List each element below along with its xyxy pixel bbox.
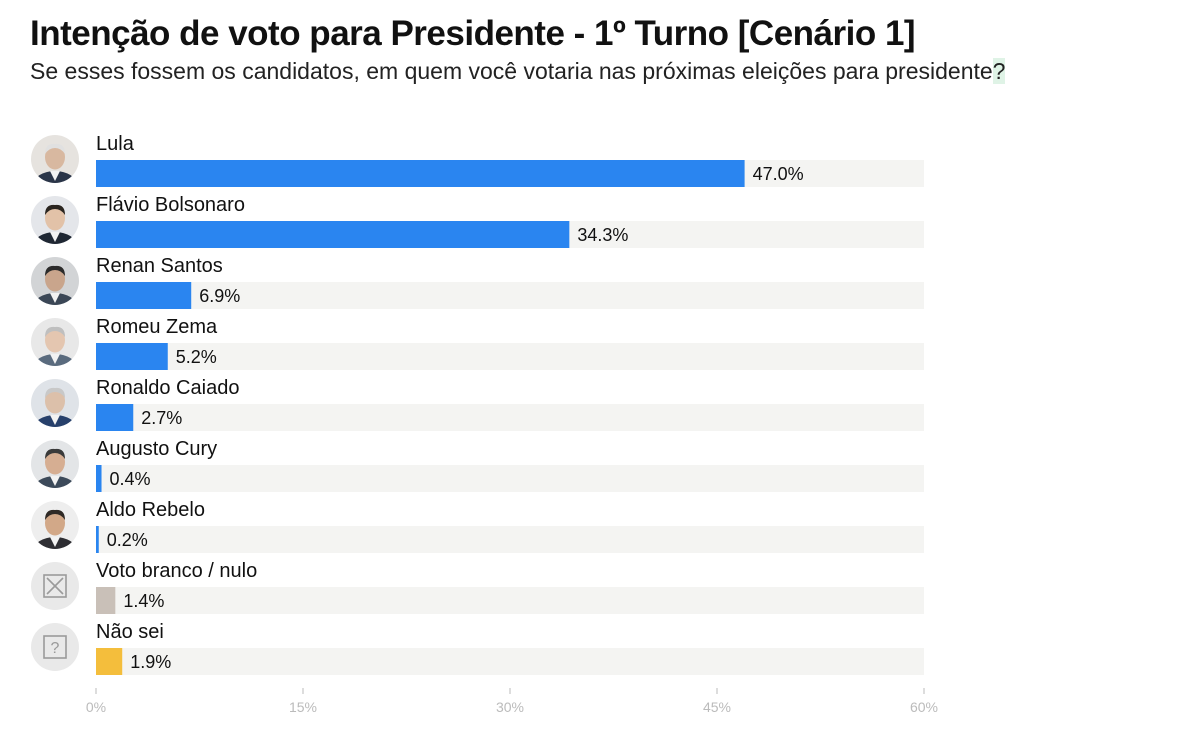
x-tick-label: 60% bbox=[910, 699, 938, 715]
avatar-icon bbox=[31, 196, 79, 244]
bar bbox=[96, 648, 123, 675]
category-label: Renan Santos bbox=[96, 255, 223, 277]
bar-row: Romeu Zema 5.2% bbox=[31, 316, 924, 370]
category-label: Não sei bbox=[96, 621, 164, 643]
page-title: Intenção de voto para Presidente - 1º Tu… bbox=[30, 14, 916, 53]
value-label: 5.2% bbox=[176, 347, 217, 367]
page-subtitle: Se esses fossem os candidatos, em quem v… bbox=[30, 58, 1006, 85]
bar-row: Lula 47.0% bbox=[31, 133, 924, 187]
bar bbox=[96, 221, 570, 248]
avatar-icon bbox=[31, 379, 79, 427]
category-label: Augusto Cury bbox=[96, 438, 217, 460]
bar-row: Voto branco / nulo 1.4% bbox=[31, 560, 924, 614]
value-label: 1.4% bbox=[123, 591, 164, 611]
x-tick-label: 45% bbox=[703, 699, 731, 715]
value-label: 2.7% bbox=[141, 408, 182, 428]
bar-row: Augusto Cury 0.4% bbox=[31, 438, 924, 492]
bar-row: Não sei 1.9%? bbox=[31, 621, 924, 675]
subtitle-text: Se esses fossem os candidatos, em quem v… bbox=[30, 58, 993, 84]
bar-track bbox=[96, 648, 924, 675]
category-label: Ronaldo Caiado bbox=[96, 377, 239, 399]
x-box-icon bbox=[31, 562, 79, 610]
bar bbox=[96, 282, 192, 309]
bar bbox=[96, 343, 168, 370]
category-label: Romeu Zema bbox=[96, 316, 218, 338]
x-tick-label: 0% bbox=[86, 699, 106, 715]
bar-row: Ronaldo Caiado 2.7% bbox=[31, 377, 924, 431]
bar-track bbox=[96, 343, 924, 370]
x-tick-label: 15% bbox=[289, 699, 317, 715]
bar-row: Renan Santos 6.9% bbox=[31, 255, 924, 309]
bar bbox=[96, 465, 102, 492]
x-axis: 0% 15% 30% 45% 60% bbox=[86, 688, 938, 715]
value-label: 1.9% bbox=[130, 652, 171, 672]
subtitle-question-mark: ? bbox=[992, 58, 1006, 84]
bar-track bbox=[96, 465, 924, 492]
x-tick-label: 30% bbox=[496, 699, 524, 715]
avatar-icon bbox=[31, 440, 79, 488]
avatar-icon bbox=[31, 501, 79, 549]
avatar-icon bbox=[31, 257, 79, 305]
value-label: 0.4% bbox=[110, 469, 151, 489]
category-label: Flávio Bolsonaro bbox=[96, 194, 245, 216]
bar-row: Flávio Bolsonaro 34.3% bbox=[31, 194, 924, 248]
bar-track bbox=[96, 282, 924, 309]
svg-text:?: ? bbox=[51, 640, 60, 657]
bar-row: Aldo Rebelo 0.2% bbox=[31, 499, 924, 553]
bar bbox=[96, 404, 134, 431]
value-label: 34.3% bbox=[577, 225, 628, 245]
category-label: Lula bbox=[96, 133, 135, 155]
bar-track bbox=[96, 404, 924, 431]
bar bbox=[96, 160, 745, 187]
value-label: 0.2% bbox=[107, 530, 148, 550]
category-label: Aldo Rebelo bbox=[96, 499, 205, 521]
bar-track bbox=[96, 587, 924, 614]
bar bbox=[96, 587, 116, 614]
avatar-icon bbox=[31, 318, 79, 366]
bar-track bbox=[96, 526, 924, 553]
question-box-icon: ? bbox=[31, 623, 79, 671]
bar bbox=[96, 526, 99, 553]
value-label: 47.0% bbox=[753, 164, 804, 184]
category-label: Voto branco / nulo bbox=[96, 560, 257, 582]
value-label: 6.9% bbox=[199, 286, 240, 306]
avatar-icon bbox=[31, 135, 79, 183]
